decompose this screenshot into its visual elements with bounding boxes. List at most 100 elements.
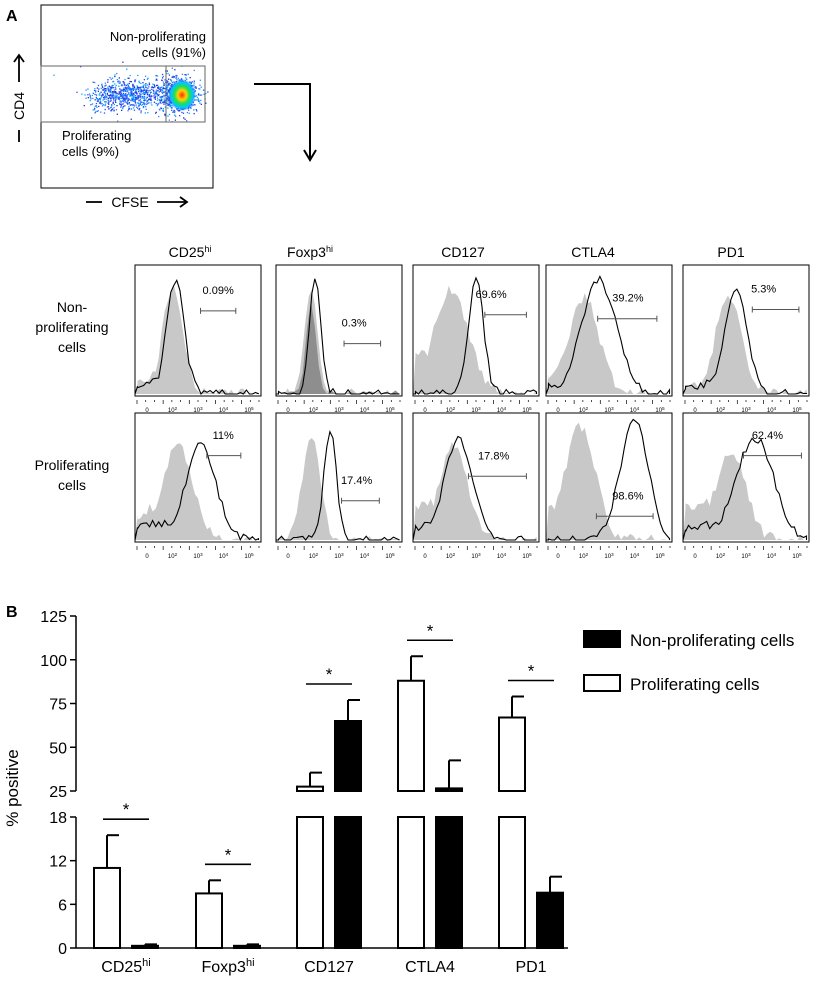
scatter-dot bbox=[96, 98, 99, 100]
hist-tick-label: 0 bbox=[556, 554, 560, 560]
scatter-dot bbox=[164, 79, 166, 81]
scatter-dot bbox=[104, 90, 106, 92]
scatter-dot bbox=[141, 104, 143, 106]
scatter-dot bbox=[113, 97, 115, 99]
scatter-dot bbox=[119, 97, 121, 99]
scatter-dot bbox=[143, 102, 145, 104]
scatter-dot bbox=[148, 86, 150, 88]
hist-tick-label: 104 bbox=[219, 552, 229, 561]
scatter-dot bbox=[122, 61, 124, 63]
scatter-dot bbox=[153, 84, 155, 86]
scatter-dot bbox=[97, 110, 99, 112]
column-header-name: CTLA4 bbox=[571, 244, 615, 260]
scatter-dot bbox=[104, 108, 106, 111]
row-label-line: Proliferating bbox=[35, 457, 110, 473]
scatter-dot bbox=[121, 83, 123, 86]
hist-tick-base: 10 bbox=[446, 554, 453, 560]
scatter-dot bbox=[94, 107, 96, 109]
scatter-dot bbox=[108, 100, 110, 103]
isotype-histogram-fill bbox=[276, 438, 400, 540]
scatter-dot bbox=[125, 97, 127, 99]
scatter-dot bbox=[95, 90, 97, 92]
scatter-dot bbox=[127, 87, 129, 89]
scatter-dot bbox=[160, 100, 162, 102]
hist-tick-exponent: 4 bbox=[504, 552, 507, 557]
scatter-dot bbox=[199, 102, 201, 104]
scatter-dot bbox=[168, 100, 170, 102]
x-category-name: PD1 bbox=[515, 959, 546, 976]
hist-tick-base: 10 bbox=[579, 554, 586, 560]
hist-tick-exponent: 5 bbox=[392, 406, 395, 411]
scatter-dot bbox=[102, 89, 105, 91]
scatter-dot bbox=[162, 90, 164, 92]
scatter-dot bbox=[166, 99, 168, 102]
scatter-dot bbox=[85, 89, 87, 91]
gate-percentage: 5.3% bbox=[751, 284, 776, 296]
hist-tick-label: 0 bbox=[693, 408, 697, 414]
scatter-dot bbox=[132, 107, 135, 109]
scatter-dot bbox=[100, 87, 102, 89]
hist-tick-base: 0 bbox=[145, 408, 149, 414]
scatter-dot bbox=[92, 92, 94, 94]
row-label-line: Non- bbox=[57, 299, 88, 315]
hist-tick-label: 103 bbox=[741, 406, 751, 415]
scatter-dot bbox=[99, 94, 101, 96]
scatter-dot bbox=[167, 104, 170, 107]
scatter-dot bbox=[114, 96, 117, 98]
histogram-frame bbox=[275, 264, 403, 397]
scatter-dot bbox=[109, 76, 111, 79]
scatter-dot bbox=[138, 80, 140, 82]
scatter-dot bbox=[128, 108, 130, 110]
scatter-dot bbox=[142, 86, 144, 88]
scatter-dot bbox=[107, 106, 110, 108]
scatter-dot bbox=[162, 108, 164, 110]
x-category-label: CD25hi bbox=[101, 957, 150, 976]
sample-histogram-line bbox=[134, 442, 260, 542]
scatter-dot bbox=[122, 96, 124, 98]
scatter-dot bbox=[162, 91, 164, 94]
scatter-dot bbox=[184, 74, 186, 76]
scatter-dot bbox=[141, 90, 143, 92]
scatter-dot bbox=[104, 94, 107, 96]
scatter-dot bbox=[193, 80, 195, 82]
hist-tick-exponent: 3 bbox=[611, 406, 614, 411]
hist-tick-base: 10 bbox=[716, 554, 723, 560]
histogram-panel: 98.6%0 102 103 104 105 bbox=[545, 412, 673, 560]
scatter-dot bbox=[134, 95, 136, 97]
hist-tick-label: 0 bbox=[145, 554, 149, 560]
hist-tick-exponent: 2 bbox=[453, 552, 456, 557]
scatter-dot bbox=[112, 81, 114, 83]
scatter-dot bbox=[146, 89, 148, 91]
hist-tick-base: 10 bbox=[522, 408, 529, 414]
scatter-dot bbox=[110, 91, 112, 93]
gate-percentage: 17.4% bbox=[341, 475, 372, 487]
scatter-dot bbox=[112, 80, 115, 83]
scatter-dot bbox=[120, 95, 122, 97]
scatter-dot bbox=[202, 89, 205, 91]
hist-tick-label: 0 bbox=[423, 554, 427, 560]
scatter-dot bbox=[101, 103, 103, 105]
scatter-dot bbox=[128, 77, 130, 79]
scatter-dot bbox=[124, 94, 126, 96]
hist-tick-exponent: 4 bbox=[226, 552, 229, 557]
scatter-dot bbox=[136, 93, 138, 95]
column-header: Foxp3hi bbox=[287, 244, 333, 260]
hist-tick-exponent: 5 bbox=[799, 552, 802, 557]
significance-star: * bbox=[123, 800, 130, 819]
scatter-dot bbox=[155, 91, 158, 93]
scatter-dot bbox=[147, 102, 149, 104]
scatter-dot bbox=[157, 103, 159, 105]
scatter-dot bbox=[159, 90, 162, 92]
scatter-dot bbox=[93, 89, 96, 92]
scatter-dot bbox=[188, 109, 190, 111]
hist-tick-exponent: 4 bbox=[637, 406, 640, 411]
scatter-dot bbox=[123, 82, 125, 85]
scatter-dot bbox=[134, 81, 136, 83]
scatter-dot bbox=[110, 88, 112, 90]
scatter-dot bbox=[138, 102, 140, 104]
hist-tick-label: 0 bbox=[286, 554, 290, 560]
scatter-dot bbox=[191, 81, 193, 83]
scatter-dot bbox=[80, 66, 82, 68]
scatter-dot bbox=[128, 102, 131, 104]
x-category-label: CD127 bbox=[304, 959, 354, 976]
